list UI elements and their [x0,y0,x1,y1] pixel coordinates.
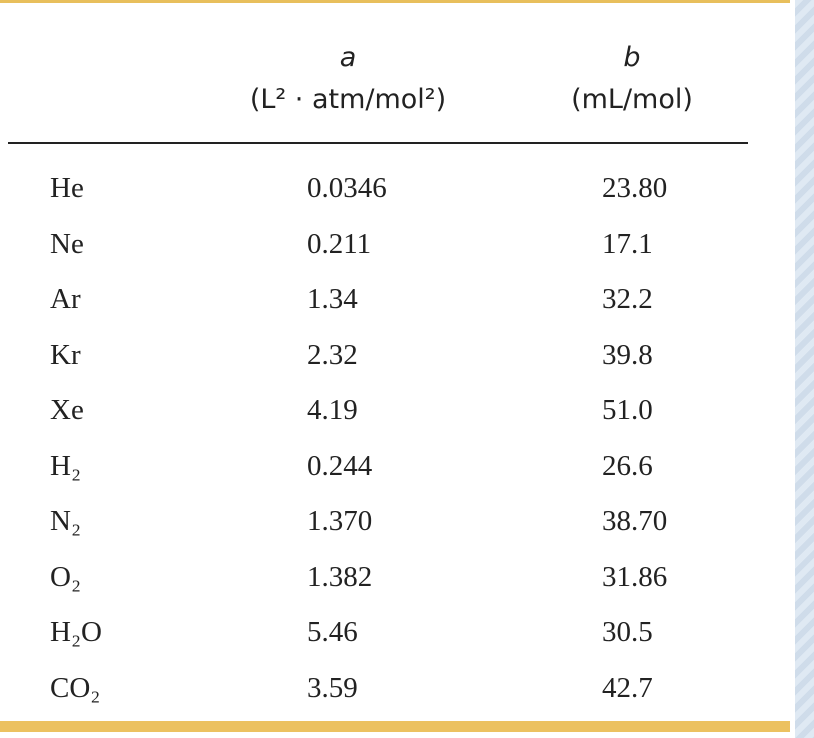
constant-value: 4.19 [307,394,358,426]
column-unit: (mL/mol) [571,84,693,115]
constant-value: 0.244 [307,449,373,482]
gas-name: Xe [50,394,84,426]
top-border [0,0,790,3]
column-unit: (L² · atm/mol²) [249,84,447,115]
bottom-border [0,721,790,732]
column-symbol: b [623,42,641,73]
constant-value: 23.80 [602,172,668,204]
gas-name: CO₂ [50,671,101,704]
constant-value: 1.382 [307,560,373,593]
constant-value: 2.32 [307,338,358,371]
gas-name: H₂ [50,449,82,482]
constant-value: 32.2 [602,283,653,315]
constant-value: 3.59 [307,671,358,704]
column-symbol: a [339,42,357,73]
constant-value: 5.46 [307,616,358,648]
constant-value: 31.86 [602,560,668,593]
header-rule [8,142,748,144]
constant-value: 17.1 [602,227,653,260]
gas-name: He [50,172,84,204]
gas-name: Ne [50,227,84,260]
gas-name: O₂ [50,560,82,593]
gas-name: H₂O [50,616,102,648]
constant-value: 26.6 [602,449,653,482]
constant-value: 51.0 [602,394,653,426]
side-strip [795,0,814,738]
constant-value: 30.5 [602,616,653,648]
constant-value: 42.7 [602,671,653,704]
constant-value: 0.211 [307,227,372,260]
gas-name: Ar [50,283,81,315]
gas-name: N₂ [50,505,82,537]
constant-value: 0.0346 [307,172,387,204]
constant-value: 1.370 [307,505,373,537]
constant-value: 38.70 [602,505,668,537]
gas-name: Kr [50,338,81,371]
constant-value: 1.34 [307,283,358,315]
constant-value: 39.8 [602,338,653,371]
